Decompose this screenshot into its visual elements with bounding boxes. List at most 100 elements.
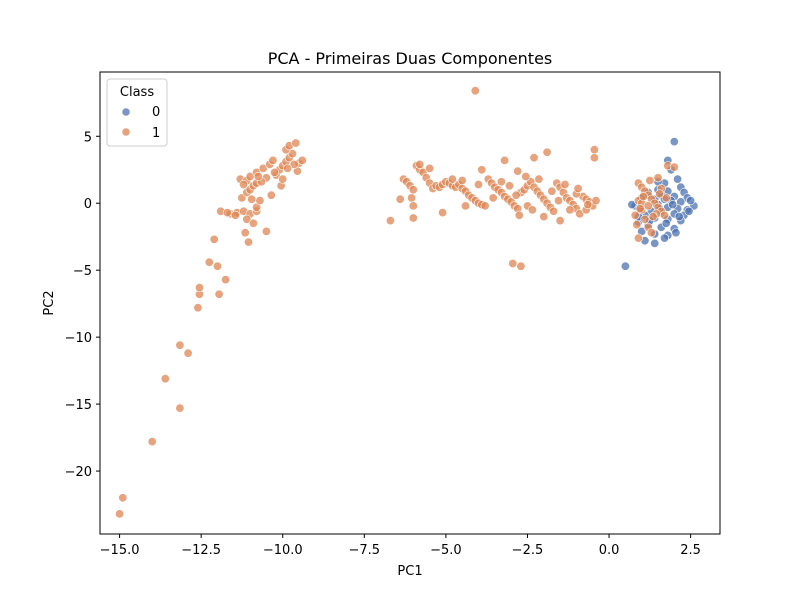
point-class-1: [289, 159, 299, 169]
point-class-1: [527, 205, 537, 215]
point-class-1: [573, 184, 583, 194]
point-class-1: [408, 185, 418, 195]
plot-frame: [99, 71, 721, 535]
y-axis-label: PC2: [42, 290, 57, 315]
point-class-0: [674, 212, 684, 222]
point-class-1: [547, 186, 557, 196]
point-class-1: [565, 205, 575, 215]
legend-label-class-0: 0: [152, 105, 160, 120]
point-class-1: [632, 220, 642, 230]
point-class-1: [115, 509, 125, 519]
x-tick-label: −12.5: [181, 543, 221, 558]
x-axis-label: PC1: [397, 564, 422, 579]
legend-marker-class-0: [121, 107, 131, 117]
point-class-1: [261, 226, 271, 236]
point-class-1: [183, 348, 193, 358]
point-class-1: [239, 180, 249, 190]
point-class-1: [118, 493, 128, 503]
x-tick-label: −5.0: [430, 543, 462, 558]
point-class-1: [242, 214, 252, 224]
point-class-1: [508, 258, 518, 268]
point-class-1: [500, 155, 510, 165]
y-tick-label: −10: [65, 331, 92, 346]
point-class-1: [244, 237, 254, 247]
point-class-1: [268, 155, 278, 165]
point-class-1: [653, 173, 663, 183]
point-class-1: [195, 283, 205, 293]
x-tick-label: −10.0: [263, 543, 303, 558]
point-class-1: [447, 174, 457, 184]
y-tick-label: −20: [65, 465, 92, 480]
point-class-1: [266, 190, 276, 200]
point-class-1: [415, 159, 425, 169]
point-class-1: [473, 180, 483, 190]
point-class-1: [193, 303, 203, 313]
x-tick-label: −15.0: [100, 543, 140, 558]
point-class-1: [395, 194, 405, 204]
point-class-1: [457, 176, 467, 186]
point-class-1: [204, 257, 214, 267]
point-class-1: [291, 138, 301, 148]
point-class-0: [673, 174, 683, 184]
point-class-1: [511, 190, 521, 200]
point-class-1: [460, 201, 470, 211]
point-class-1: [661, 193, 671, 203]
point-class-1: [669, 162, 679, 172]
legend-label-class-1: 1: [152, 126, 160, 141]
point-class-0: [668, 200, 678, 210]
x-tick-label: −2.5: [512, 543, 544, 558]
point-class-1: [534, 174, 544, 184]
point-class-1: [542, 147, 552, 157]
point-class-1: [278, 174, 288, 184]
point-class-1: [175, 340, 185, 350]
point-class-1: [513, 166, 523, 176]
point-class-1: [222, 208, 232, 218]
x-tick-label: 2.5: [680, 543, 701, 558]
point-class-1: [575, 209, 585, 219]
point-class-1: [408, 201, 418, 211]
point-class-1: [255, 196, 265, 206]
y-tick-label: −15: [65, 398, 92, 413]
point-class-1: [646, 228, 656, 238]
point-class-1: [253, 172, 263, 182]
point-class-0: [627, 200, 637, 210]
point-class-1: [480, 201, 490, 211]
point-class-1: [209, 234, 219, 244]
point-class-1: [643, 201, 653, 211]
point-class-1: [514, 210, 524, 220]
point-class-0: [620, 261, 630, 271]
point-class-1: [283, 163, 293, 173]
point-class-1: [258, 163, 268, 173]
legend-marker-class-1: [121, 127, 131, 137]
y-axis-ticks: 5 0 −5 −10 −15 −20: [65, 130, 100, 480]
point-class-1: [297, 155, 307, 165]
point-class-1: [555, 216, 565, 226]
point-class-1: [630, 210, 640, 220]
point-class-1: [638, 192, 648, 202]
y-tick-label: 5: [84, 130, 92, 145]
point-class-1: [175, 403, 185, 413]
point-class-1: [496, 177, 506, 187]
point-class-1: [589, 145, 599, 155]
point-class-1: [270, 167, 280, 177]
point-class-1: [287, 149, 297, 159]
point-class-1: [648, 212, 658, 222]
point-class-0: [661, 218, 671, 228]
point-class-1: [516, 261, 526, 271]
point-class-0: [659, 233, 669, 243]
legend-box: [106, 78, 168, 147]
y-tick-label: −5: [73, 264, 92, 279]
chart-title: PCA - Primeiras Duas Componentes: [268, 49, 553, 68]
point-class-1: [438, 208, 448, 218]
point-class-1: [425, 163, 435, 173]
point-class-1: [553, 196, 563, 206]
point-class-1: [635, 204, 645, 214]
x-axis-ticks: −15.0 −12.5 −10.0 −7.5 −5.0 −2.5 0.0 2.5: [100, 534, 701, 558]
point-class-1: [213, 261, 223, 271]
point-class-1: [591, 196, 601, 206]
point-class-1: [504, 181, 514, 191]
point-class-1: [560, 180, 570, 190]
point-class-1: [477, 165, 487, 175]
point-class-1: [583, 200, 593, 210]
